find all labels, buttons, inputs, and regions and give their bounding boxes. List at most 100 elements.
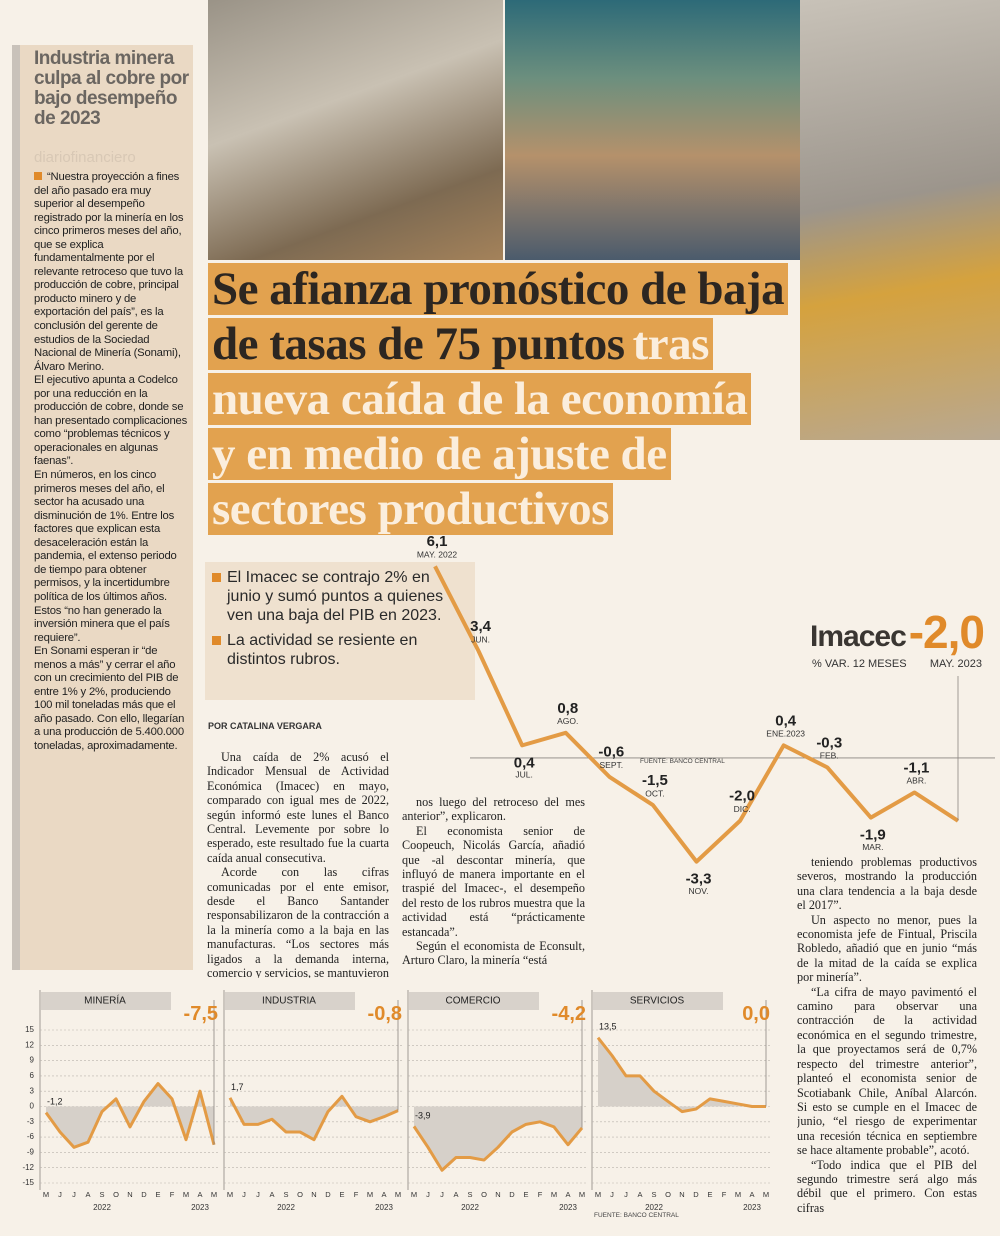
panel-header [225,992,355,1010]
x-tick-label: S [467,1190,472,1199]
area [598,1037,766,1112]
headline-text: nueva caída de la economía [208,373,752,425]
paragraph: La actividad se resiente en distintos ru… [212,631,465,669]
y-tick-label: 15 [25,1025,34,1034]
x-tick-label: O [665,1190,671,1199]
x-tick-label: M [211,1190,217,1199]
x-tick-label: A [381,1190,386,1199]
panel-title: INDUSTRIA [262,996,316,1007]
x-tick-label: S [651,1190,656,1199]
paragraph: En números, en los cinco primeros meses … [34,469,177,644]
year-label: 2023 [559,1203,577,1212]
x-tick-label: M [735,1190,741,1199]
paragraph: Una caída de 2% acusó el Indicador Mensu… [207,750,389,865]
line [228,1094,399,1142]
value-label: -1,5 [642,772,668,789]
category-label: MAY. 2022 [417,550,458,560]
year-label: 2023 [743,1203,761,1212]
x-tick-label: D [509,1190,515,1199]
category-label: AGO. [557,716,578,726]
x-tick-label: M [579,1190,585,1199]
panel-header [409,992,539,1010]
panel-header [41,992,171,1010]
x-tick-label: D [325,1190,331,1199]
x-tick-label: A [269,1190,274,1199]
area [230,1096,398,1140]
category-label: MAR. [862,842,883,852]
panel-header [593,992,723,1010]
watermark: diariofinanciero [34,149,136,166]
x-tick-label: S [99,1190,104,1199]
value-label: -0,3 [816,734,842,751]
chart-subtitle: % VAR. 12 MESES [812,658,907,670]
category-label: JUN. [471,634,490,644]
sidebar: Industria minera culpa al cobre por bajo… [12,45,193,970]
y-tick-label: -6 [27,1132,35,1141]
chart-source: FUENTE: BANCO CENTRAL [640,758,725,765]
x-tick-label: S [283,1190,288,1199]
paragraph: El Imacec se contrajo 2% en junio y sumó… [212,568,465,625]
x-tick-label: A [565,1190,570,1199]
paragraph: El ejecutivo apunta a Codelco por una re… [34,374,188,468]
category-label: SEPT. [600,760,624,770]
headline-text: sectores productivos [208,483,613,535]
highlight-value: -2,0 [909,606,984,658]
x-tick-label: N [311,1190,316,1199]
x-tick-label: J [242,1190,246,1199]
x-tick-label: O [297,1190,303,1199]
x-tick-label: J [440,1190,444,1199]
value-label: -1,2 [47,1097,63,1107]
article-column: teniendo problemas productivos severos, … [797,855,977,1230]
x-tick-label: J [426,1190,430,1199]
x-tick-label: F [538,1190,543,1199]
headline-line: sectores productivos [208,482,788,537]
x-tick-label: M [411,1190,417,1199]
y-tick-label: -12 [22,1163,34,1172]
x-tick-label: A [197,1190,202,1199]
x-tick-label: N [679,1190,684,1199]
chart-source: FUENTE: BANCO CENTRAL [594,1212,679,1219]
highlight-value: -4,2 [552,1003,586,1025]
paragraph: El economista senior de Coopeuch, Nicolá… [402,823,585,939]
headline-line: de tasas de 75 puntos tras [208,317,788,372]
photo-construction [208,0,503,260]
headline-text: y en medio de ajuste de [208,428,671,480]
photo-supermarket [505,0,800,260]
y-tick-label: 3 [30,1086,35,1095]
x-tick-label: M [227,1190,233,1199]
paragraph: En Sonami esperan ir “de menos a más” y … [34,645,185,752]
panel-title: COMERCIO [446,996,501,1007]
category-label: FEB. [820,751,839,761]
headline-text: tras [628,318,713,370]
headline-text: de tasas de 75 puntos [208,318,629,370]
line [433,565,960,864]
value-label: -1,9 [860,827,886,844]
x-tick-label: A [637,1190,642,1199]
summary-bullets: El Imacec se contrajo 2% en junio y sumó… [205,562,475,700]
category-label: ABR. [906,776,926,786]
x-tick-label: O [481,1190,487,1199]
photo-mining-truck [800,0,1000,440]
year-label: 2022 [645,1203,663,1212]
value-label: -3,3 [686,871,712,888]
year-label: 2022 [461,1203,479,1212]
x-tick-label: M [367,1190,373,1199]
headline-line: y en medio de ajuste de [208,427,788,482]
highlight-value: 0,0 [742,1003,770,1025]
x-tick-label: M [763,1190,769,1199]
value-label: 13,5 [599,1022,617,1032]
highlight-value: -0,8 [368,1003,402,1025]
highlight-value: -7,5 [184,1003,218,1025]
year-label: 2023 [375,1203,393,1212]
paragraph: Acorde con las cifras comunicadas por el… [207,865,389,978]
category-label: JUL. [515,770,532,780]
value-label: -2,0 [729,788,755,805]
value-label: 0,8 [557,700,578,717]
byline: POR CATALINA VERGARA [208,721,322,731]
x-tick-label: N [495,1190,500,1199]
area [46,1083,214,1148]
line [44,1082,216,1149]
value-label: -3,9 [415,1110,431,1120]
